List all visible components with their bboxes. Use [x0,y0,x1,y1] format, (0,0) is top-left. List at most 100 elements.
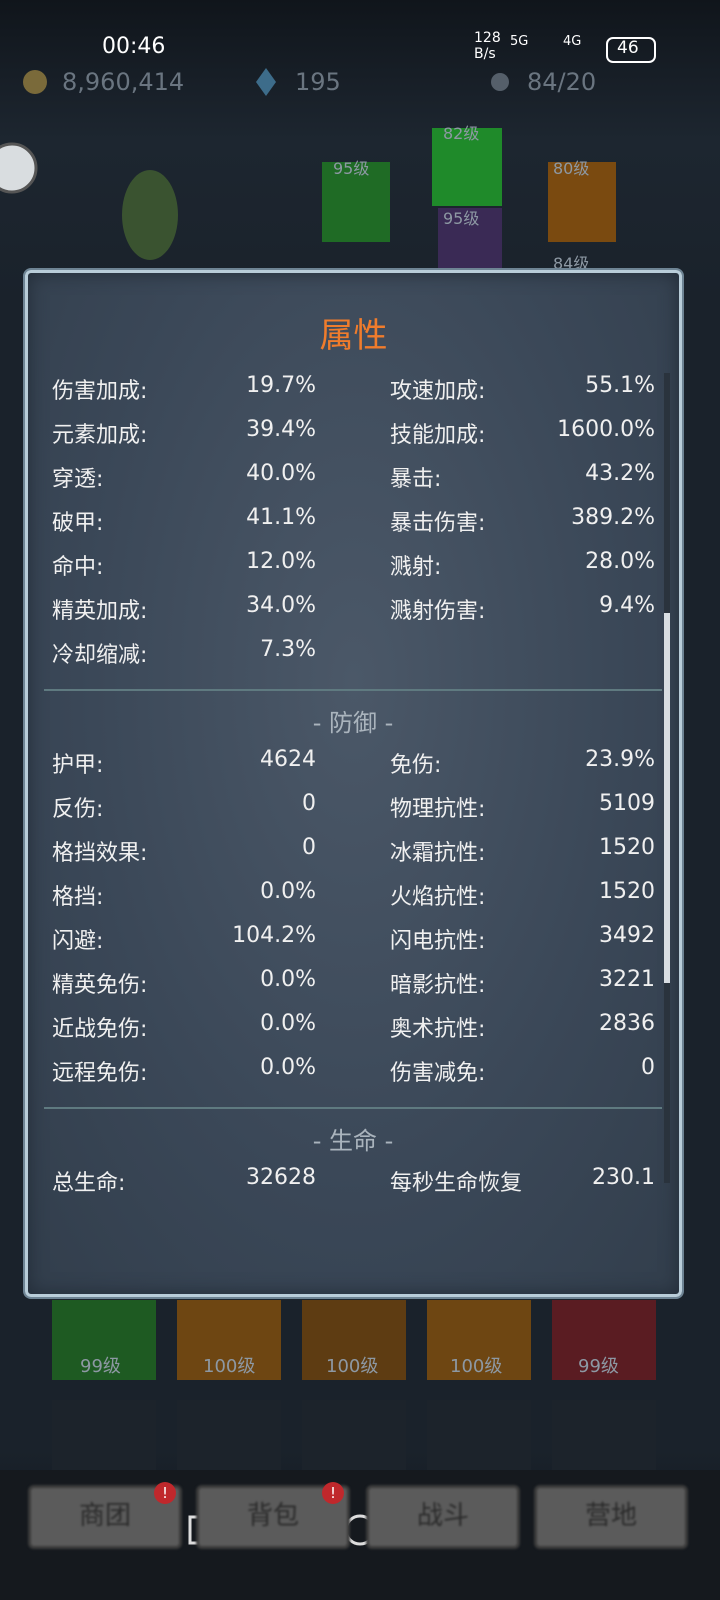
resource-count: 84/20 [527,68,597,96]
item-level: 99级 [578,1356,619,1377]
stat-label: 精英加成: [52,599,148,624]
divider [44,1107,662,1109]
stat-value: 41.1% [246,505,316,530]
stat-label: 破甲: [52,511,104,536]
net-speed-unit: B/s [474,46,496,62]
network: 4G [563,34,582,49]
stat-label: 近战免伤: [52,1017,148,1042]
stat-value: 0 [641,1055,655,1080]
stat-label: 格挡: [52,885,104,910]
resource-count: 195 [295,68,341,96]
inventory-slot [552,1400,656,1470]
stat-value: 55.1% [585,373,655,398]
item-level: 82级 [443,124,480,143]
item-level: 84级 [553,254,590,273]
badge: ! [322,1482,344,1504]
stat-label: 免伤: [390,753,442,778]
stat-label: 护甲: [52,753,104,778]
stat-label: 穿透: [52,467,104,492]
clock: 00:46 [102,34,166,59]
resource-count: 8,960,414 [62,68,185,96]
inventory-slot [427,1300,531,1380]
stat-value: 0.0% [260,967,316,992]
item-level: 100级 [450,1356,503,1377]
stat-label: 伤害加成: [52,379,148,404]
equip-slot [548,162,616,242]
inventory-slot [177,1300,281,1380]
stat-label: 远程免伤: [52,1061,148,1086]
hero [122,170,178,260]
stat-label: 溅射: [390,555,442,580]
stat-label: 精英免伤: [52,973,148,998]
stat-value: 28.0% [585,549,655,574]
stat-label: 攻速加成: [390,379,486,404]
gold-icon [23,70,47,94]
stamina-icon [491,73,509,91]
stat-label: 溅射伤害: [390,599,486,624]
inventory-slot [552,1300,656,1380]
inventory-slot [302,1300,406,1380]
section-heading: - 生命 - [312,1127,394,1155]
stat-label: 命中: [52,555,104,580]
stat-value: 1600.0% [557,417,655,442]
scrollbar [664,373,670,1183]
badge: ! [154,1482,176,1504]
stat-label: 冰霜抗性: [390,841,486,866]
stat-value: 0.0% [260,1011,316,1036]
inventory-slot [177,1400,281,1470]
stat-value: 104.2% [232,923,316,948]
stat-label: 火焰抗性: [390,885,486,910]
stat-value: 43.2% [585,461,655,486]
stat-label: 反伤: [52,797,104,822]
stat-label: 冷却缩减: [52,643,148,668]
stat-value: 4624 [260,747,316,772]
stat-value: 230.1 [592,1165,655,1190]
stat-value: 9.4% [599,593,655,618]
network: 5G [510,34,529,49]
stat-label: 格挡效果: [52,841,148,866]
item-level: 95级 [333,159,370,178]
stat-label: 暗影抗性: [390,973,486,998]
battery-icon [606,37,656,63]
menu-button[interactable] [0,142,38,194]
section-heading: - 防御 - [312,709,394,737]
tab-button[interactable]: 战斗 [366,1485,520,1549]
stat-value: 0.0% [260,1055,316,1080]
equip-slot [432,128,502,206]
stat-label: 每秒生命恢复 [390,1171,523,1196]
equip-slot [438,208,502,270]
inventory-slot [427,1400,531,1470]
scroll-thumb[interactable] [664,613,670,983]
item-level: 95级 [443,209,480,228]
stat-value: 0 [302,835,316,860]
stat-label: 奥术抗性: [390,1017,486,1042]
stat-value: 0.0% [260,879,316,904]
stat-value: 19.7% [246,373,316,398]
item-level: 80级 [553,159,590,178]
stat-label: 总生命: [52,1171,126,1196]
stat-value: 3221 [599,967,655,992]
stat-value: 389.2% [571,505,655,530]
stat-value: 0 [302,791,316,816]
stat-label: 技能加成: [390,423,486,448]
stat-label: 暴击伤害: [390,511,486,536]
tab-button[interactable]: 营地 [534,1485,688,1549]
stat-value: 40.0% [246,461,316,486]
inventory-slot [302,1400,406,1470]
stat-value: 1520 [599,835,655,860]
stat-value: 32628 [246,1165,316,1190]
stat-value: 12.0% [246,549,316,574]
stat-label: 闪避: [52,929,104,954]
stat-value: 1520 [599,879,655,904]
stat-label: 物理抗性: [390,797,486,822]
stat-value: 7.3% [260,637,316,662]
stat-value: 5109 [599,791,655,816]
battery: 46 [617,38,639,58]
divider [44,689,662,691]
stat-value: 3492 [599,923,655,948]
net-speed: 128 [474,30,501,46]
stat-label: 伤害减免: [390,1061,486,1086]
item-level: 100级 [203,1356,256,1377]
attributes-dialog: 属性 伤害加成: 19.7% 攻速加成: 55.1% 元素加成: 39.4% 技能加成: 160… [25,270,682,1297]
